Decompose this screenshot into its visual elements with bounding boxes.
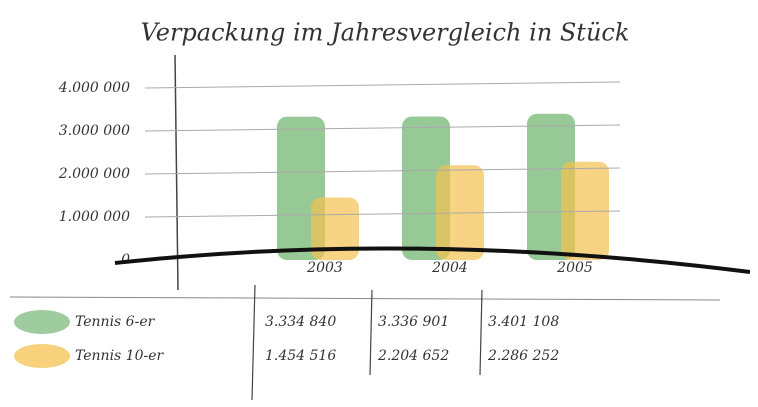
- bar: [561, 161, 609, 260]
- table-divider: [251, 284, 256, 401]
- chart-title: Verpackung im Jahresvergleich in Stück: [141, 19, 630, 47]
- x-tick-label: 2003: [306, 260, 343, 276]
- table-value: 1.454 516: [265, 348, 336, 364]
- baseline: [114, 246, 751, 274]
- table-value: 3.401 108: [488, 314, 559, 330]
- table-value: 2.286 252: [487, 348, 559, 364]
- x-tick-label: 2005: [556, 260, 593, 276]
- table-rule: [9, 296, 721, 301]
- legend-swatch: [14, 310, 70, 334]
- grid-line: [144, 167, 621, 175]
- grid-line: [144, 124, 621, 132]
- legend-label: Tennis 6-er: [75, 314, 156, 330]
- table-divider: [369, 289, 373, 376]
- table-value: 2.204 652: [377, 348, 449, 364]
- x-tick-label: 2004: [431, 260, 468, 276]
- y-tick-label: 4.000 000: [58, 80, 130, 96]
- legend-swatch: [14, 344, 70, 368]
- y-axis: [174, 54, 179, 291]
- y-tick-label: 3.000 000: [59, 123, 130, 139]
- y-tick-label: 1.000 000: [59, 209, 130, 225]
- legend-label: Tennis 10-er: [75, 348, 165, 364]
- table-value: 3.334 840: [265, 314, 336, 330]
- table-divider: [479, 289, 483, 376]
- bar: [311, 197, 359, 260]
- grid-line: [144, 210, 621, 218]
- grid-line: [144, 81, 621, 89]
- y-tick-label: 2.000 000: [58, 166, 130, 182]
- table-value: 3.336 901: [378, 314, 449, 330]
